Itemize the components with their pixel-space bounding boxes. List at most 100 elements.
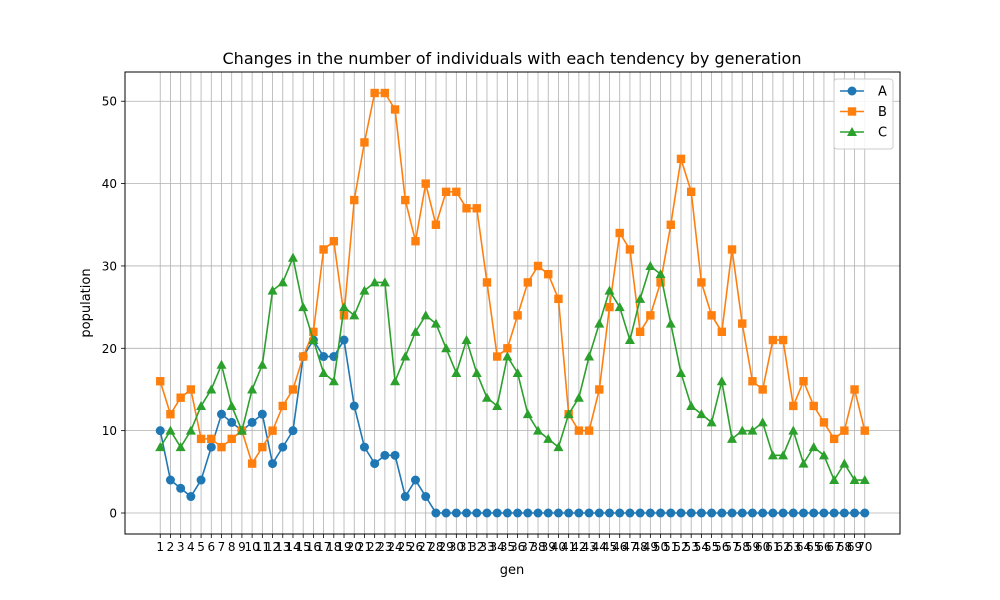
data-point-C bbox=[563, 409, 574, 419]
data-point-B bbox=[574, 426, 584, 435]
series-line-A bbox=[159, 337, 865, 514]
data-point-B bbox=[492, 352, 502, 361]
data-point-A bbox=[288, 426, 298, 436]
x-tick-label: 28 bbox=[428, 540, 443, 554]
data-point-A bbox=[645, 508, 655, 518]
data-point-A bbox=[329, 352, 339, 362]
data-point-A bbox=[696, 508, 706, 518]
x-tick-label: 50 bbox=[653, 540, 668, 554]
data-point-B bbox=[697, 278, 706, 287]
data-point-B bbox=[452, 187, 461, 197]
data-point-B bbox=[247, 459, 257, 468]
data-point-B bbox=[309, 327, 318, 337]
data-point-C bbox=[818, 450, 829, 460]
x-tick-label: 36 bbox=[510, 540, 525, 554]
data-point-C bbox=[543, 433, 554, 443]
x-tick-label: 41 bbox=[561, 540, 576, 554]
data-point-A bbox=[410, 475, 420, 485]
data-point-C bbox=[328, 376, 339, 386]
y-tick-label: 40 bbox=[102, 177, 117, 191]
data-point-B bbox=[840, 426, 849, 435]
x-tick-label: 5 bbox=[197, 540, 205, 554]
data-point-C bbox=[655, 269, 666, 279]
data-point-B bbox=[666, 220, 675, 229]
data-point-C bbox=[665, 318, 676, 328]
data-point-B bbox=[635, 327, 645, 337]
data-point-A bbox=[472, 508, 482, 518]
data-point-A bbox=[523, 508, 533, 518]
x-tick-label: 18 bbox=[326, 540, 341, 554]
data-point-C bbox=[716, 376, 727, 386]
data-point-B bbox=[686, 187, 696, 197]
plot-area: 1 2 3 4 5 6 7 8 91011121314151617181920212223242… bbox=[102, 71, 901, 554]
data-point-C bbox=[471, 368, 482, 377]
data-point-C bbox=[165, 425, 176, 435]
x-tick-label: 30 bbox=[449, 540, 464, 554]
data-point-A bbox=[206, 442, 216, 452]
data-point-A bbox=[635, 508, 645, 518]
data-point-B bbox=[156, 377, 165, 386]
data-point-A bbox=[809, 508, 819, 518]
legend-label: B bbox=[878, 105, 887, 120]
data-point-B bbox=[799, 377, 808, 386]
data-point-C bbox=[849, 475, 860, 485]
series-line-C bbox=[159, 254, 865, 482]
data-point-B bbox=[227, 434, 236, 444]
data-point-C bbox=[553, 442, 564, 452]
data-point-C bbox=[155, 442, 166, 452]
data-point-C bbox=[430, 318, 441, 328]
data-point-B bbox=[727, 245, 737, 254]
y-tick-label: 20 bbox=[102, 342, 117, 356]
data-point-C bbox=[696, 409, 707, 419]
chart-title: Changes in the number of individuals wit… bbox=[223, 49, 802, 68]
data-point-B bbox=[523, 278, 533, 287]
data-point-B bbox=[717, 327, 727, 337]
series-B bbox=[156, 88, 869, 468]
data-point-C bbox=[788, 425, 799, 435]
data-point-A bbox=[268, 459, 278, 469]
y-tick-label: 30 bbox=[102, 259, 117, 273]
data-point-A bbox=[656, 508, 666, 518]
data-point-C bbox=[206, 384, 217, 394]
data-point-B bbox=[339, 311, 349, 320]
data-point-A bbox=[778, 508, 788, 518]
data-point-C bbox=[451, 368, 462, 377]
data-point-A bbox=[349, 401, 359, 411]
data-point-B bbox=[748, 377, 757, 386]
data-point-A bbox=[216, 409, 226, 419]
legend-label: A bbox=[878, 85, 887, 100]
data-point-A bbox=[819, 508, 829, 518]
data-point-A bbox=[441, 508, 451, 518]
data-point-B bbox=[288, 385, 298, 394]
data-point-A bbox=[155, 426, 165, 436]
data-point-B bbox=[462, 204, 471, 213]
data-point-C bbox=[461, 335, 472, 345]
data-point-C bbox=[645, 260, 656, 270]
data-point-B bbox=[850, 385, 859, 394]
data-point-C bbox=[839, 458, 850, 468]
x-tick-label: 31 bbox=[459, 540, 474, 554]
data-point-A bbox=[370, 459, 380, 469]
x-tick-label: 2 bbox=[167, 540, 175, 554]
series-layer bbox=[155, 88, 870, 518]
data-point-A bbox=[431, 508, 441, 518]
data-point-B bbox=[615, 228, 624, 238]
data-point-C bbox=[481, 392, 492, 402]
data-point-C bbox=[226, 400, 237, 410]
data-point-C bbox=[185, 425, 196, 435]
x-tick-label: 34 bbox=[490, 540, 505, 554]
data-point-C bbox=[798, 458, 809, 468]
data-point-A bbox=[319, 352, 329, 362]
data-point-B bbox=[646, 311, 655, 320]
data-point-C bbox=[420, 310, 431, 320]
data-point-C bbox=[298, 302, 309, 312]
x-tick-label: 60 bbox=[755, 540, 770, 554]
data-point-B bbox=[482, 278, 492, 287]
data-point-C bbox=[624, 335, 635, 345]
data-point-B bbox=[656, 278, 665, 287]
data-point-B bbox=[370, 88, 379, 98]
data-point-B bbox=[768, 335, 778, 345]
x-tick-label: 38 bbox=[530, 540, 545, 554]
x-tick-label: 19 bbox=[336, 540, 351, 554]
data-point-A bbox=[400, 492, 410, 502]
